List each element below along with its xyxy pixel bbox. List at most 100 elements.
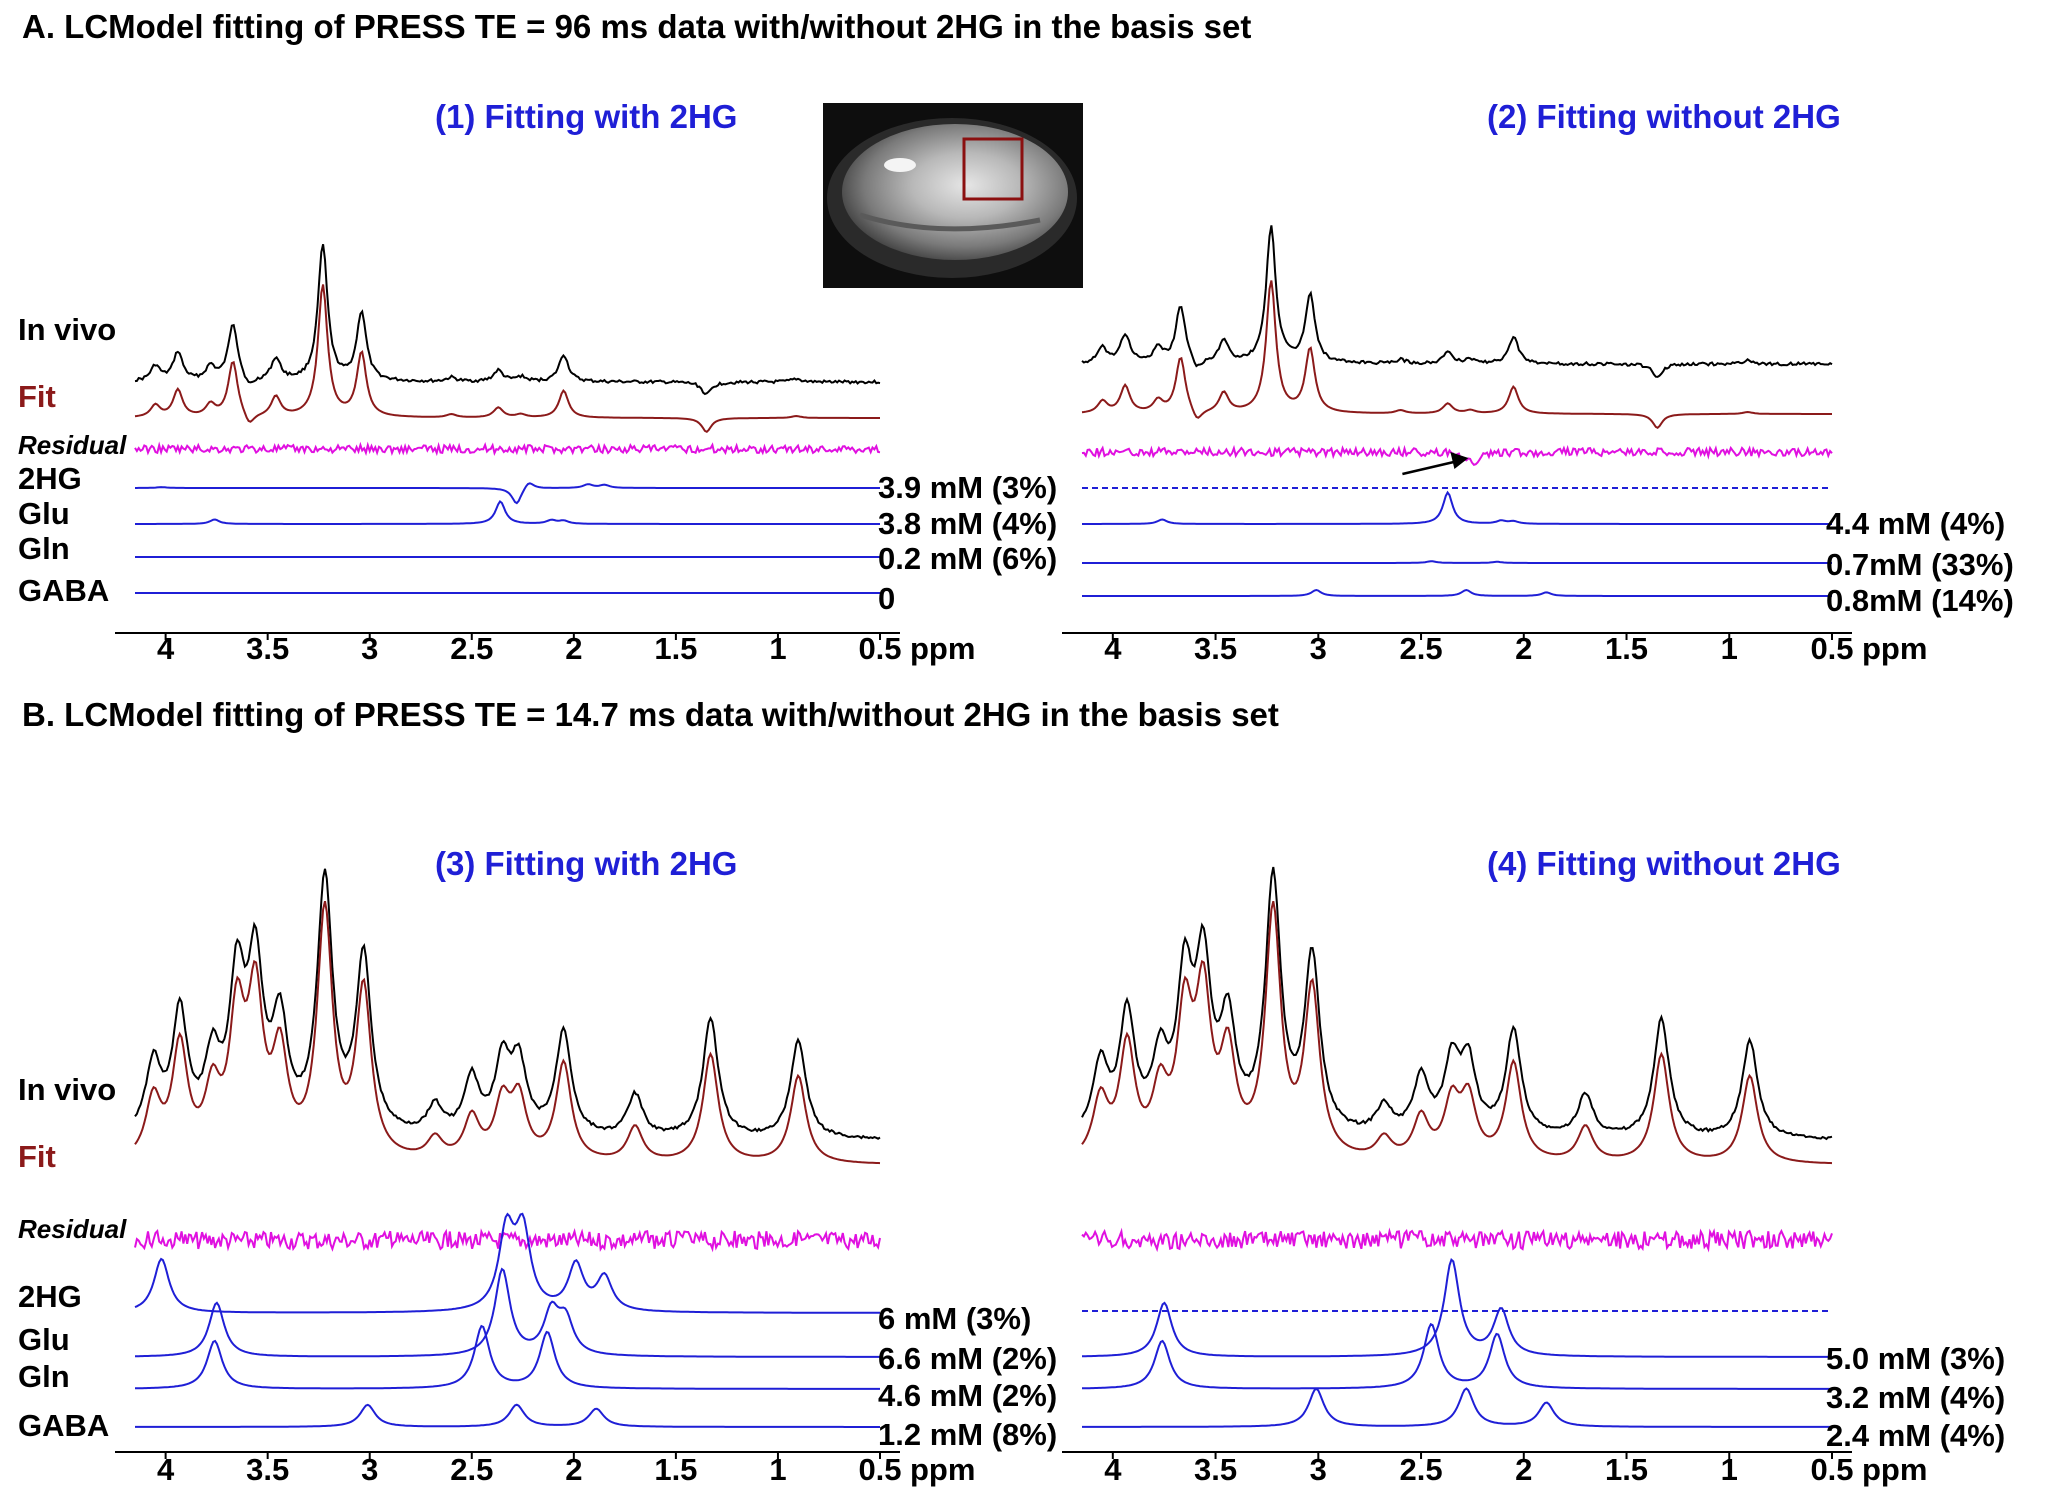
section-a-title: A. LCModel fitting of PRESS TE = 96 ms d… xyxy=(22,8,1251,45)
panel-title: (1) Fitting with 2HG xyxy=(435,98,737,135)
x-tick-label: 2.5 xyxy=(450,631,493,666)
concentration-gln: 0.7mM (33%) xyxy=(1826,547,2014,582)
label-gaba-a: GABA xyxy=(18,573,109,608)
panel-a1: (1) Fitting with 2HG 3.9 mM (3%)3.8 mM (4… xyxy=(115,98,1057,666)
concentration-2hg: 6 mM (3%) xyxy=(878,1301,1031,1336)
x-tick-label: 0.5 xyxy=(858,1452,901,1487)
label-residual-a: Residual xyxy=(18,430,127,460)
x-tick-label: 1.5 xyxy=(654,631,697,666)
x-axis-unit: ppm xyxy=(1862,631,1927,666)
label-2hg-a: 2HG xyxy=(18,461,82,496)
series-fit-line xyxy=(134,900,881,1165)
x-tick-label: 2.5 xyxy=(450,1452,493,1487)
series-gaba-line xyxy=(135,1403,880,1428)
roi-box xyxy=(962,137,1024,201)
concentration-gaba: 0 xyxy=(878,581,895,616)
x-tick-label: 4 xyxy=(157,631,175,666)
label-invivo-a: In vivo xyxy=(18,312,116,347)
series-in-vivo-line xyxy=(134,868,881,1140)
label-gaba-b: GABA xyxy=(18,1408,109,1443)
x-tick-label: 2.5 xyxy=(1399,1452,1442,1487)
x-tick-label: 3.5 xyxy=(1194,1452,1237,1487)
arrow-icon xyxy=(1402,458,1463,476)
concentration-glu: 5.0 mM (3%) xyxy=(1826,1341,2005,1376)
series-gln-line xyxy=(1082,560,1832,564)
series-residual-line xyxy=(134,441,881,457)
x-tick-label: 1 xyxy=(769,631,786,666)
x-tick-label: 3 xyxy=(361,631,378,666)
x-axis-unit: ppm xyxy=(910,1452,975,1487)
series-in-vivo-line xyxy=(1081,225,1833,378)
concentration-gaba: 0.8mM (14%) xyxy=(1826,583,2014,618)
label-glu-b: Glu xyxy=(18,1322,70,1357)
x-tick-label: 0.5 xyxy=(1810,1452,1853,1487)
x-tick-label: 2.5 xyxy=(1399,631,1442,666)
concentration-glu: 6.6 mM (2%) xyxy=(878,1341,1057,1376)
label-residual-b: Residual xyxy=(18,1214,127,1244)
mri-fissure xyxy=(859,212,1041,232)
x-tick-label: 2 xyxy=(565,631,582,666)
x-tick-label: 4 xyxy=(1104,1452,1122,1487)
series-glu-line xyxy=(1082,490,1832,525)
section-b-title: B. LCModel fitting of PRESS TE = 14.7 ms… xyxy=(22,696,1279,733)
concentration-2hg: 3.9 mM (3%) xyxy=(878,470,1057,505)
x-tick-label: 2 xyxy=(565,1452,582,1487)
x-tick-label: 1 xyxy=(1721,631,1738,666)
series-fit-line xyxy=(134,284,880,433)
x-tick-label: 3.5 xyxy=(246,1452,289,1487)
series-glu-line xyxy=(135,1267,880,1358)
series-in-vivo-line xyxy=(134,243,881,396)
concentration-glu: 3.8 mM (4%) xyxy=(878,506,1057,541)
x-tick-label: 1.5 xyxy=(1605,1452,1648,1487)
series-fit-line xyxy=(1081,280,1832,429)
label-gln-a: Gln xyxy=(18,531,70,566)
concentration-gaba: 2.4 mM (4%) xyxy=(1826,1418,2005,1453)
x-tick-label: 2 xyxy=(1515,631,1532,666)
x-tick-label: 0.5 xyxy=(1810,631,1853,666)
x-tick-label: 1.5 xyxy=(654,1452,697,1487)
x-tick-label: 3.5 xyxy=(1194,631,1237,666)
x-tick-label: 3.5 xyxy=(246,631,289,666)
concentration-gln: 4.6 mM (2%) xyxy=(878,1378,1057,1413)
x-tick-label: 4 xyxy=(1104,631,1122,666)
x-tick-label: 3 xyxy=(1310,1452,1327,1487)
concentration-gaba: 1.2 mM (8%) xyxy=(878,1417,1057,1452)
panel-title: (3) Fitting with 2HG xyxy=(435,845,737,882)
mri-inset xyxy=(823,103,1083,288)
series-glu-line xyxy=(1082,1257,1832,1358)
series-gaba-line xyxy=(1082,1387,1832,1428)
series-2hg-line xyxy=(135,482,880,505)
concentration-gln: 0.2 mM (6%) xyxy=(878,541,1057,576)
x-tick-label: 4 xyxy=(157,1452,175,1487)
concentration-glu: 4.4 mM (4%) xyxy=(1826,506,2005,541)
series-gln-line xyxy=(135,1324,880,1390)
mri-brain-icon xyxy=(842,124,1068,260)
series-residual-line xyxy=(134,1228,881,1253)
series-fit-line xyxy=(1081,900,1833,1165)
concentration-gln: 3.2 mM (4%) xyxy=(1826,1380,2005,1415)
x-tick-label: 1 xyxy=(769,1452,786,1487)
label-fit-b: Fit xyxy=(18,1139,56,1174)
label-gln-b: Gln xyxy=(18,1359,70,1394)
label-invivo-b: In vivo xyxy=(18,1072,116,1107)
mri-ventricle xyxy=(884,158,916,172)
series-gaba-line xyxy=(1082,588,1832,597)
series-gln-line xyxy=(1082,1322,1832,1390)
x-tick-label: 0.5 xyxy=(858,631,901,666)
series-residual-line xyxy=(1081,1227,1833,1253)
x-tick-label: 3 xyxy=(1310,631,1327,666)
series-2hg-line xyxy=(134,1212,880,1314)
panel-b2: (4) Fitting without 2HG 5.0 mM (3%) 3.2 mM… xyxy=(1062,845,2005,1487)
series-in-vivo-line xyxy=(1081,866,1833,1141)
series-glu-line xyxy=(135,500,880,525)
label-fit-a: Fit xyxy=(18,379,56,414)
panel-title: (2) Fitting without 2HG xyxy=(1487,98,1841,135)
panel-b1: (3) Fitting with 2HG 6 mM (3%) 6.6 mM (2%)… xyxy=(115,845,1057,1487)
x-tick-label: 3 xyxy=(361,1452,378,1487)
x-axis-unit: ppm xyxy=(910,631,975,666)
x-tick-label: 1 xyxy=(1721,1452,1738,1487)
arrow-head-icon xyxy=(1450,452,1469,469)
x-tick-label: 1.5 xyxy=(1605,631,1648,666)
label-glu-a: Glu xyxy=(18,496,70,531)
